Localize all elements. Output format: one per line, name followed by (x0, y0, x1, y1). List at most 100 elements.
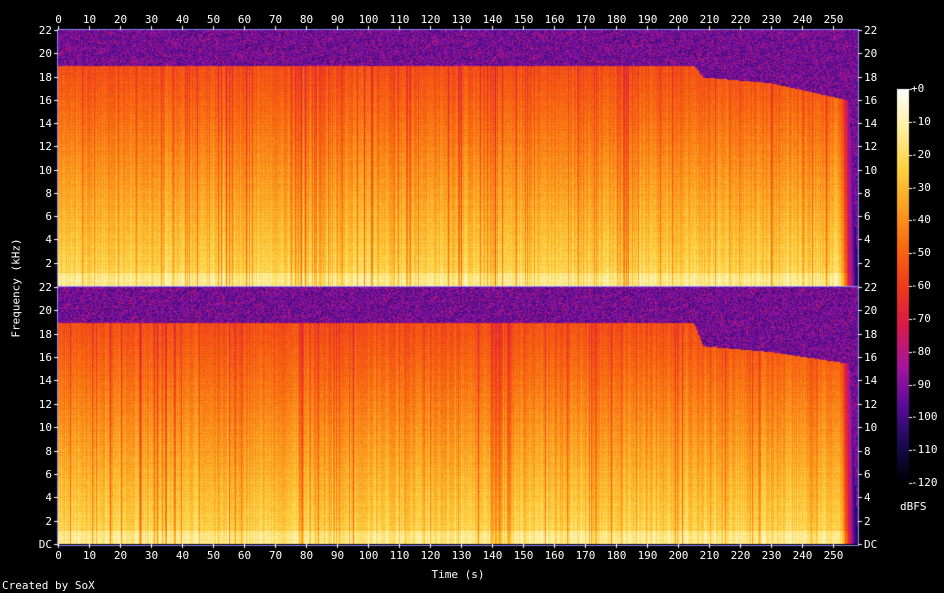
x-tick-top: 130 (451, 13, 472, 26)
x-tick-bottom: 50 (206, 549, 221, 562)
x-tick-bottom: 130 (451, 549, 472, 562)
x-tick-bottom: 40 (175, 549, 190, 562)
y-tick-right: 2 (864, 514, 871, 528)
x-tick-top: 30 (144, 13, 159, 26)
y-tick-right: 12 (864, 397, 878, 411)
y-tick-left: 14 (38, 373, 52, 387)
x-tick-top: 190 (637, 13, 658, 26)
y-tick-left: 4 (45, 490, 52, 504)
colorbar-tick: -120 (911, 476, 938, 489)
y-tick-right: 10 (864, 163, 878, 177)
x-tick-top: 60 (237, 13, 252, 26)
y-tick-right: 16 (864, 93, 878, 107)
colorbar-label: dBFS (900, 500, 927, 513)
y-tick-left: 16 (38, 93, 52, 107)
y-tick-right: 10 (864, 420, 878, 434)
y-tick-left: 22 (38, 280, 52, 294)
x-tick-bottom: 170 (575, 549, 596, 562)
x-tick-bottom: 0 (55, 549, 62, 562)
y-tick-left: 6 (45, 467, 52, 481)
y-tick-left: 20 (38, 303, 52, 317)
x-tick-top: 150 (513, 13, 534, 26)
x-tick-bottom: 60 (237, 549, 252, 562)
x-tick-bottom: 200 (668, 549, 689, 562)
x-tick-top: 40 (175, 13, 190, 26)
y-tick-left: 10 (38, 420, 52, 434)
x-tick-bottom: 30 (144, 549, 159, 562)
x-tick-top: 20 (113, 13, 128, 26)
y-tick-left: 8 (45, 444, 52, 458)
x-tick-bottom: 150 (513, 549, 534, 562)
y-tick-right: 4 (864, 232, 871, 246)
y-tick-left: 2 (45, 256, 52, 270)
colorbar-tick: -50 (911, 246, 931, 260)
x-tick-top: 0 (55, 13, 62, 26)
y-tick-right: 18 (864, 327, 878, 341)
x-tick-bottom: 160 (544, 549, 565, 562)
x-tick-bottom: 210 (699, 549, 720, 562)
y-tick-right: 6 (864, 209, 871, 223)
x-tick-bottom: 190 (637, 549, 658, 562)
y-tick-left: 16 (38, 350, 52, 364)
credit-text: Created by SoX (2, 579, 95, 592)
y-tick-right: 20 (864, 303, 878, 317)
colorbar-tick: -30 (911, 180, 931, 194)
x-tick-top: 90 (330, 13, 345, 26)
x-axis-label: Time (s) (431, 568, 485, 581)
x-tick-top: 10 (82, 13, 97, 26)
x-tick-bottom: 100 (358, 549, 379, 562)
y-tick-left: 8 (45, 186, 52, 200)
y-tick-left: 20 (38, 46, 52, 60)
colorbar-tick: -40 (911, 213, 931, 227)
y-tick-right: 8 (864, 444, 871, 458)
y-tick-right: 6 (864, 467, 871, 481)
x-tick-bottom: 250 (823, 549, 844, 562)
y-tick-left: 22 (38, 23, 52, 37)
y-tick-right: 14 (864, 116, 878, 130)
y-tick-right: 12 (864, 139, 878, 153)
y-tick-left: 4 (45, 232, 52, 246)
x-tick-bottom: 220 (730, 549, 751, 562)
x-tick-top: 70 (268, 13, 283, 26)
y-tick-right: 22 (864, 23, 878, 37)
x-tick-top: 200 (668, 13, 689, 26)
x-tick-top: 50 (206, 13, 221, 26)
colorbar-tick: +0 (911, 82, 925, 95)
x-tick-top: 80 (299, 13, 314, 26)
y-tick-right: 18 (864, 70, 878, 84)
x-tick-top: 250 (823, 13, 844, 26)
y-tick-left: 18 (38, 70, 52, 84)
x-tick-bottom: 20 (113, 549, 128, 562)
x-tick-top: 140 (482, 13, 503, 26)
y-tick-right: 20 (864, 46, 878, 60)
y-tick-left: 12 (38, 397, 52, 411)
colorbar-tick: -70 (911, 311, 931, 325)
x-tick-top: 180 (606, 13, 627, 26)
y-tick-right: 14 (864, 373, 878, 387)
x-tick-bottom: 180 (606, 549, 627, 562)
x-tick-bottom: 110 (389, 549, 410, 562)
y-tick-left: 2 (45, 514, 52, 528)
x-tick-top: 160 (544, 13, 565, 26)
x-tick-bottom: 230 (761, 549, 782, 562)
colorbar-tick: -60 (911, 279, 931, 292)
x-tick-top: 170 (575, 13, 596, 26)
y-axis-label: Frequency (kHz) (9, 238, 23, 338)
x-tick-top: 230 (761, 13, 782, 26)
y-tick-right: 8 (864, 186, 871, 200)
colorbar-tick: -90 (911, 377, 931, 391)
y-tick-left: 18 (38, 327, 52, 341)
y-tick-left: 14 (38, 116, 52, 130)
y-tick-right: 16 (864, 350, 878, 364)
colorbar-tick: -80 (911, 344, 931, 358)
colorbar-tick: -10 (911, 114, 931, 128)
x-tick-top: 110 (389, 13, 410, 26)
x-tick-bottom: 10 (82, 549, 97, 562)
y-tick-right: 2 (864, 256, 871, 270)
x-tick-top: 240 (792, 13, 813, 26)
y-tick-right: 4 (864, 490, 871, 504)
x-tick-top: 120 (420, 13, 441, 26)
colorbar-tick: -110 (911, 443, 938, 457)
y-tick-right: DC (864, 537, 878, 551)
